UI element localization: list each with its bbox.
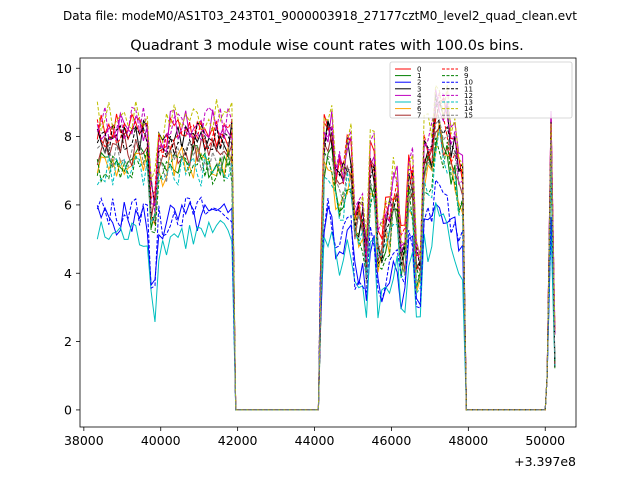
legend-label-12: 12 xyxy=(464,92,473,100)
y-tick-label: 4 xyxy=(64,266,72,281)
legend-label-6: 6 xyxy=(417,105,422,113)
series-line-14 xyxy=(96,83,556,411)
chart-title: Quadrant 3 module wise count rates with … xyxy=(130,38,524,54)
legend-label-8: 8 xyxy=(464,66,468,74)
legend-label-11: 11 xyxy=(464,85,473,93)
figure-suptitle: Data file: modeM0/AS1T03_243T01_90000039… xyxy=(63,9,577,23)
y-tick-label: 6 xyxy=(64,197,72,212)
legend-label-7: 7 xyxy=(417,112,421,120)
series-group xyxy=(96,83,556,411)
y-axis: 0 2 4 6 8 10 xyxy=(56,61,80,417)
legend-label-9: 9 xyxy=(464,72,468,80)
legend-label-10: 10 xyxy=(464,79,473,87)
y-tick-label: 2 xyxy=(64,334,72,349)
series-line-8 xyxy=(96,92,556,411)
x-axis: 38000 40000 42000 44000 46000 48000 50000 xyxy=(64,427,565,448)
legend-label-13: 13 xyxy=(464,99,473,107)
legend-label-5: 5 xyxy=(417,99,421,107)
series-line-11 xyxy=(96,94,556,411)
y-tick-label: 8 xyxy=(64,129,72,144)
series-line-5 xyxy=(96,202,556,411)
legend-label-15: 15 xyxy=(464,112,473,120)
legend-label-0: 0 xyxy=(417,66,421,74)
x-tick-label: 40000 xyxy=(141,433,181,448)
plot-area xyxy=(79,57,577,428)
x-tick-label: 44000 xyxy=(295,433,335,448)
x-tick-label: 48000 xyxy=(448,433,488,448)
series-line-10 xyxy=(96,178,556,411)
x-tick-label: 42000 xyxy=(218,433,258,448)
series-line-2 xyxy=(96,201,556,411)
legend-label-1: 1 xyxy=(417,72,421,80)
series-line-15 xyxy=(96,118,556,411)
x-axis-offset-label: +3.397e8 xyxy=(514,454,576,469)
y-tick-label: 0 xyxy=(64,402,72,417)
series-line-9 xyxy=(96,137,556,411)
legend-label-3: 3 xyxy=(417,85,421,93)
legend-label-14: 14 xyxy=(464,105,473,113)
legend-label-2: 2 xyxy=(417,79,421,87)
x-tick-label: 50000 xyxy=(525,433,565,448)
legend-label-4: 4 xyxy=(417,92,422,100)
x-tick-label: 46000 xyxy=(372,433,412,448)
y-tick-label: 10 xyxy=(56,61,72,76)
x-tick-label: 38000 xyxy=(64,433,104,448)
